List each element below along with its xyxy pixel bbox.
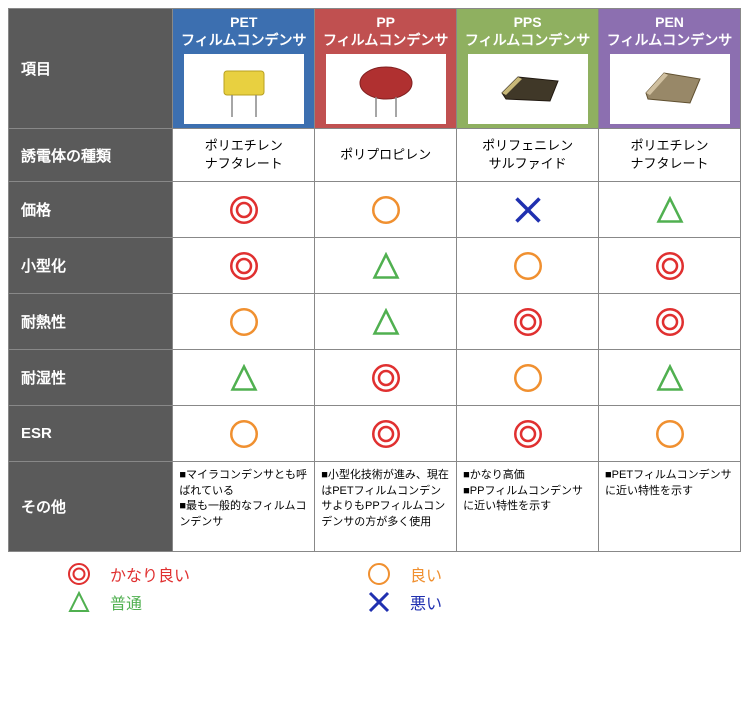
comparison-table: 項目 PETフィルムコンデンサPPフィルムコンデンサPPSフィルムコンデンサPE… [8, 8, 741, 552]
legend-label: かなり良い [110, 562, 190, 586]
col-title: PPSフィルムコンデンサ [461, 14, 594, 50]
legend-item-excellent: かなり良い [68, 562, 368, 586]
rating-normal [599, 182, 741, 238]
legend-item-bad: 悪い [368, 590, 668, 614]
dielectric-value: ポリプロピレン [315, 129, 457, 182]
rating-normal [173, 350, 315, 406]
row-dielectric: 誘電体の種類 [9, 129, 173, 182]
col-header-pen: PENフィルムコンデンサ [599, 9, 741, 129]
capacitor-image-pet [184, 54, 304, 124]
row-notes: その他 [9, 462, 173, 552]
rating-good [457, 238, 599, 294]
rating-excellent [173, 182, 315, 238]
rating-good [599, 406, 741, 462]
rating-excellent [599, 294, 741, 350]
rating-excellent [599, 238, 741, 294]
notes-value: ■PETフィルムコンデンサに近い特性を示す [599, 462, 741, 552]
rating-excellent [315, 350, 457, 406]
legend-label: 悪い [410, 590, 442, 614]
legend-item-normal: 普通 [68, 590, 368, 614]
col-title: PETフィルムコンデンサ [177, 14, 310, 50]
rating-good [173, 294, 315, 350]
rating-good [173, 406, 315, 462]
capacitor-image-pps [468, 54, 588, 124]
row-ESR: ESR [9, 406, 173, 462]
capacitor-image-pen [610, 54, 730, 124]
rating-good [315, 182, 457, 238]
legend: かなり良い 良い普通 悪い [8, 560, 743, 616]
dielectric-value: ポリエチレンナフタレート [599, 129, 741, 182]
row-小型化: 小型化 [9, 238, 173, 294]
rating-good [457, 350, 599, 406]
rating-excellent [457, 406, 599, 462]
notes-value: ■マイラコンデンサとも呼ばれている■最も一般的なフィルムコンデンサ [173, 462, 315, 552]
rating-normal [599, 350, 741, 406]
rating-excellent [315, 406, 457, 462]
capacitor-image-pp [326, 54, 446, 124]
row-価格: 価格 [9, 182, 173, 238]
legend-label: 普通 [110, 590, 142, 614]
col-header-pet: PETフィルムコンデンサ [173, 9, 315, 129]
rating-excellent [173, 238, 315, 294]
dielectric-value: ポリフェニレンサルファイド [457, 129, 599, 182]
legend-item-good: 良い [368, 562, 668, 586]
rating-excellent [457, 294, 599, 350]
notes-value: ■かなり高価■PPフィルムコンデンサに近い特性を示す [457, 462, 599, 552]
col-header-pps: PPSフィルムコンデンサ [457, 9, 599, 129]
legend-label: 良い [410, 562, 442, 586]
row-耐熱性: 耐熱性 [9, 294, 173, 350]
col-header-pp: PPフィルムコンデンサ [315, 9, 457, 129]
row-耐湿性: 耐湿性 [9, 350, 173, 406]
dielectric-value: ポリエチレンナフタレート [173, 129, 315, 182]
rating-bad [457, 182, 599, 238]
col-title: PPフィルムコンデンサ [319, 14, 452, 50]
header-label: 項目 [9, 9, 173, 129]
rating-normal [315, 238, 457, 294]
notes-value: ■小型化技術が進み、現在はPETフィルムコンデンサよりもPPフィルムコンデンサの… [315, 462, 457, 552]
rating-normal [315, 294, 457, 350]
col-title: PENフィルムコンデンサ [603, 14, 736, 50]
